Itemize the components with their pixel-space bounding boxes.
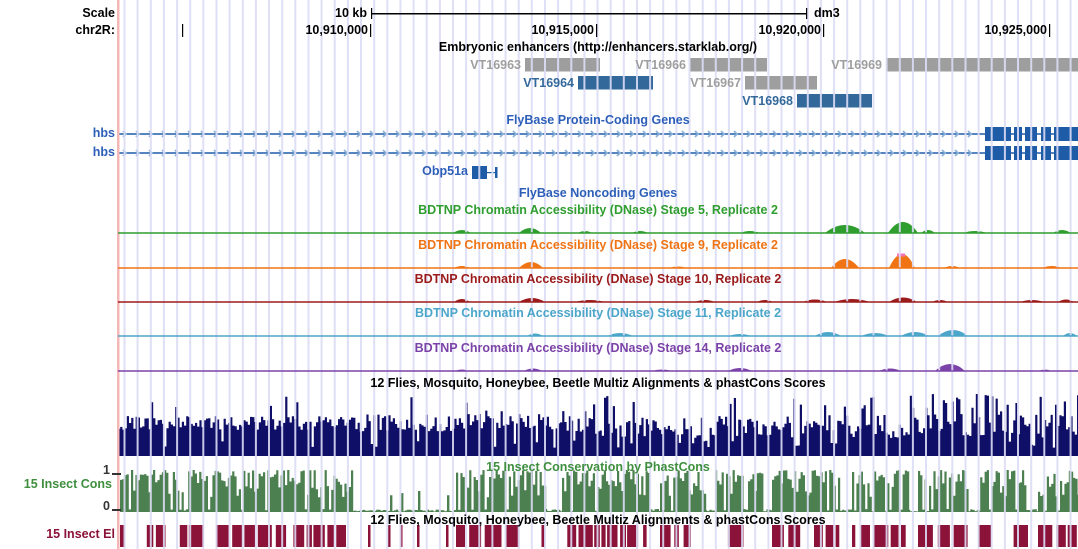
- assembly-label: dm3: [814, 6, 840, 20]
- gene-label-hbs-2[interactable]: hbs: [92, 145, 115, 159]
- ruler-tick-label: 10,910,000: [305, 23, 368, 37]
- phastcons-axis-1: 1: [103, 463, 110, 477]
- track-title-bdtnp-stage5[interactable]: BDTNP Chromatin Accessibility (DNase) St…: [418, 203, 778, 217]
- enhancer-label-VT16963[interactable]: VT16963: [470, 57, 521, 72]
- grid-lines: [117, 0, 1072, 549]
- gene-label-hbs-1[interactable]: hbs: [92, 126, 115, 140]
- ruler-tick-label: 10,925,000: [984, 23, 1047, 37]
- enhancer-label-VT16967[interactable]: VT16967: [690, 75, 741, 90]
- enhancer-label-VT16966[interactable]: VT16966: [635, 57, 686, 72]
- scale-value: 10 kb: [335, 6, 367, 20]
- insect-elements-label[interactable]: 15 Insect El: [46, 527, 115, 541]
- ruler-tick-label: 10,915,000: [531, 23, 594, 37]
- chromosome-label: chr2R:: [75, 23, 115, 37]
- enhancer-label-VT16968[interactable]: VT16968: [742, 93, 793, 108]
- track-title-flybase-noncoding[interactable]: FlyBase Noncoding Genes: [518, 186, 678, 200]
- track-title-phastcons[interactable]: 15 Insect Conservation by PhastCons: [486, 460, 710, 474]
- enhancer-label-VT16969[interactable]: VT16969: [831, 57, 882, 72]
- phastcons-left-label[interactable]: 15 Insect Cons: [23, 477, 112, 491]
- scale-label: Scale: [82, 6, 115, 20]
- track-title-multiz-top[interactable]: 12 Flies, Mosquito, Honeybee, Beetle Mul…: [370, 376, 826, 390]
- track-title-bdtnp-stage11[interactable]: BDTNP Chromatin Accessibility (DNase) St…: [414, 306, 782, 320]
- phastcons-axis-0: 0: [103, 499, 110, 513]
- track-title-flybase-coding[interactable]: FlyBase Protein-Coding Genes: [506, 113, 690, 127]
- track-title-bdtnp-stage9[interactable]: BDTNP Chromatin Accessibility (DNase) St…: [418, 238, 778, 252]
- track-title-bdtnp-stage10[interactable]: BDTNP Chromatin Accessibility (DNase) St…: [414, 272, 782, 286]
- track-overlays: [112, 8, 1078, 511]
- gene-label-obp51a[interactable]: Obp51a: [422, 164, 468, 178]
- track-title-bdtnp-stage14[interactable]: BDTNP Chromatin Accessibility (DNase) St…: [414, 341, 782, 355]
- enhancer-label-VT16964[interactable]: VT16964: [523, 75, 574, 90]
- track-title-embryonic-enhancers[interactable]: Embryonic enhancers (http://enhancers.st…: [438, 40, 758, 54]
- track-title-multiz-bottom[interactable]: 12 Flies, Mosquito, Honeybee, Beetle Mul…: [370, 513, 826, 527]
- ruler-tick-label: 10,920,000: [758, 23, 821, 37]
